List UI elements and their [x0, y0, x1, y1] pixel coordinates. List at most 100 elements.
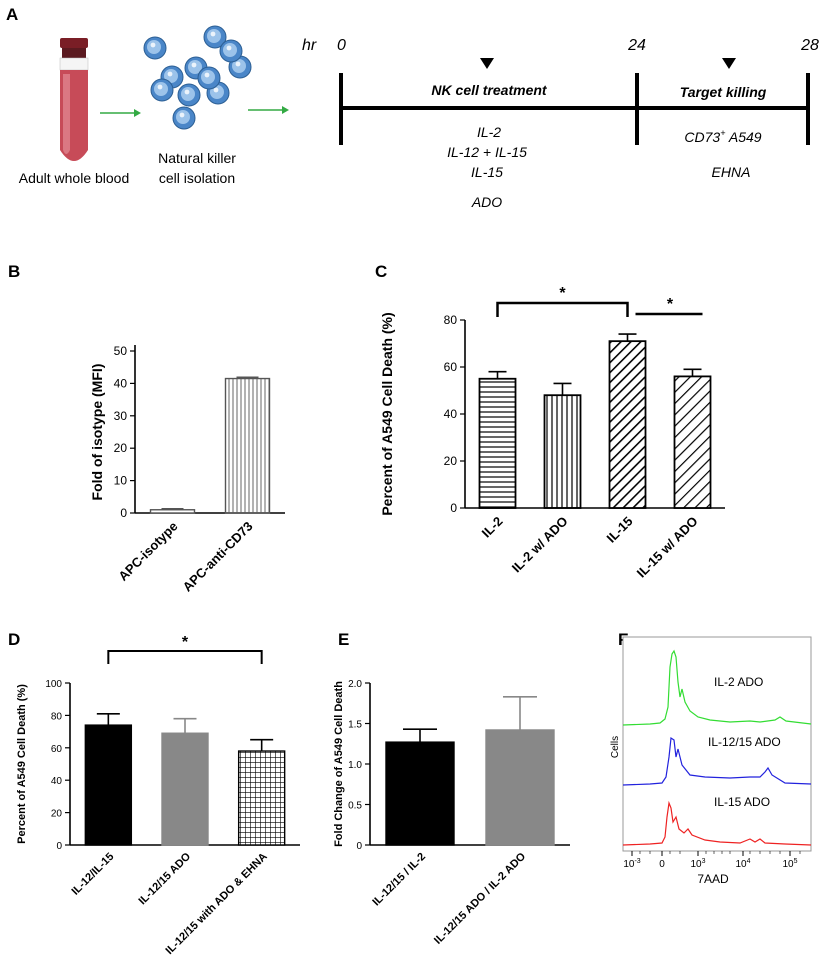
nk-cell-highlight-icon	[179, 112, 185, 118]
y-tick-label: 40	[51, 776, 63, 787]
bar	[149, 509, 196, 514]
treatment-label: IL-12 + IL-15	[447, 144, 527, 160]
treatment-label: ADO	[471, 194, 502, 210]
chart-d: 0 20 40 60 80 100 Percent of A549 Cell Death (…	[16, 634, 300, 957]
nk-cell-highlight-icon	[167, 71, 173, 77]
category-label: IL-12/15 ADO / IL-2 ADO	[432, 850, 528, 946]
bar	[478, 377, 517, 509]
panel-a: A Adult whole blood Natural killer cell …	[6, 5, 819, 210]
arrow-right-icon	[248, 106, 289, 114]
target-label: CD73+ A549	[684, 128, 761, 145]
nk-cells-icon	[143, 25, 252, 130]
x-tick-label: 104	[735, 858, 750, 870]
x-tick-label: 103	[690, 858, 705, 870]
nk-cell-highlight-icon	[226, 45, 232, 51]
histogram-line	[622, 649, 812, 726]
isolation-label-2: cell isolation	[159, 170, 235, 186]
triangle-marker-icon	[480, 58, 494, 69]
y-axis-label: Percent of A549 Cell Death (%)	[16, 684, 28, 844]
category-label: IL-12/IL-15	[69, 851, 116, 898]
panel-b: B 0 10 20 30 40 50 Fold of isotype (MFI) APC-is…	[8, 262, 285, 595]
nk-cell-highlight-icon	[204, 72, 210, 78]
timeline-t24: 24	[627, 37, 646, 54]
nk-cell-highlight-icon	[157, 84, 163, 90]
y-tick-label: 80	[444, 313, 458, 327]
chart-c: 0 20 40 60 80 Percent of A549 Cell Death (%) I…	[379, 285, 725, 580]
phase1-label: NK cell treatment	[431, 82, 547, 98]
category-label: APC-anti-CD73	[180, 519, 256, 595]
y-tick-label: 60	[444, 360, 458, 374]
blood-tube-icon	[59, 38, 89, 161]
y-tick-label: 0	[56, 841, 62, 852]
phase2-label: Target killing	[680, 84, 767, 100]
significance-star: *	[182, 634, 189, 651]
y-tick-label: 0	[450, 501, 457, 515]
y-tick-label: 1.5	[348, 720, 362, 731]
timeline-t0: 0	[337, 37, 346, 54]
bar	[385, 741, 455, 846]
y-axis-label: Cells	[610, 736, 621, 758]
histogram-label: IL-15 ADO	[714, 795, 770, 809]
y-axis-label: Fold Change of A549 Cell Death	[333, 681, 345, 847]
y-tick-label: 0	[120, 506, 127, 520]
bar	[84, 724, 133, 846]
panel-d: D 0 20 40 60 80 100 Percent of A549 Cell Death…	[8, 630, 300, 957]
bar	[161, 732, 209, 846]
panel-b-label: B	[8, 262, 20, 281]
y-axis-label: Percent of A549 Cell Death (%)	[379, 312, 395, 515]
category-label: APC-isotype	[115, 519, 180, 584]
histogram-line	[622, 800, 812, 846]
significance-bracket	[107, 650, 263, 664]
y-tick-label: 40	[114, 376, 128, 390]
bar	[608, 340, 647, 509]
y-tick-label: 1.0	[348, 760, 362, 771]
timeline-t28: 28	[800, 37, 819, 54]
isolation-label-1: Natural killer	[158, 150, 236, 166]
treatment-label: IL-15	[471, 164, 503, 180]
x-tick-label: 10-3	[623, 858, 640, 870]
y-tick-label: 80	[51, 711, 63, 722]
nk-cell-highlight-icon	[184, 89, 190, 95]
category-label: IL-15 w/ ADO	[634, 514, 701, 581]
panel-c-label: C	[375, 262, 387, 281]
y-tick-label: 0.5	[348, 801, 362, 812]
panel-e-label: E	[338, 630, 349, 649]
histogram-label: IL-12/15 ADO	[708, 735, 781, 749]
y-tick-label: 60	[51, 744, 63, 755]
chart-b: 0 10 20 30 40 50 Fold of isotype (MFI) APC-isot…	[89, 344, 285, 595]
histogram-line	[622, 736, 812, 786]
plot-frame	[622, 636, 812, 852]
y-tick-label: 20	[51, 809, 63, 820]
nk-cell-highlight-icon	[150, 42, 156, 48]
bar	[224, 377, 271, 514]
bar	[543, 394, 582, 509]
triangle-marker-icon	[722, 58, 736, 69]
y-tick-label: 40	[444, 407, 458, 421]
panel-a-label: A	[6, 5, 18, 24]
timeline-unit: hr	[302, 37, 317, 54]
significance-star: *	[559, 285, 566, 302]
bar	[237, 750, 286, 846]
treatment-label: IL-2	[477, 124, 501, 140]
chart-f: IL-2 ADO IL-12/15 ADO IL-15 ADO 10-3 0 103 104…	[610, 636, 812, 886]
blood-label: Adult whole blood	[19, 170, 130, 186]
bar	[485, 729, 555, 846]
y-tick-label: 0	[356, 841, 362, 852]
significance-bracket	[496, 301, 629, 317]
significance-star: *	[667, 296, 674, 313]
arrow-right-icon	[100, 109, 141, 117]
histogram-label: IL-2 ADO	[714, 675, 763, 689]
y-tick-label: 30	[114, 409, 128, 423]
inhibitor-label: EHNA	[712, 164, 751, 180]
bar	[673, 375, 712, 509]
y-tick-label: 100	[45, 679, 62, 690]
category-label: IL-12/15 ADO	[137, 850, 194, 907]
category-label: IL-2 w/ ADO	[509, 514, 571, 576]
nk-cell-highlight-icon	[213, 87, 219, 93]
panel-d-label: D	[8, 630, 20, 649]
y-tick-label: 2.0	[348, 679, 362, 690]
y-tick-label: 10	[114, 474, 128, 488]
x-tick-label: 0	[659, 859, 665, 870]
